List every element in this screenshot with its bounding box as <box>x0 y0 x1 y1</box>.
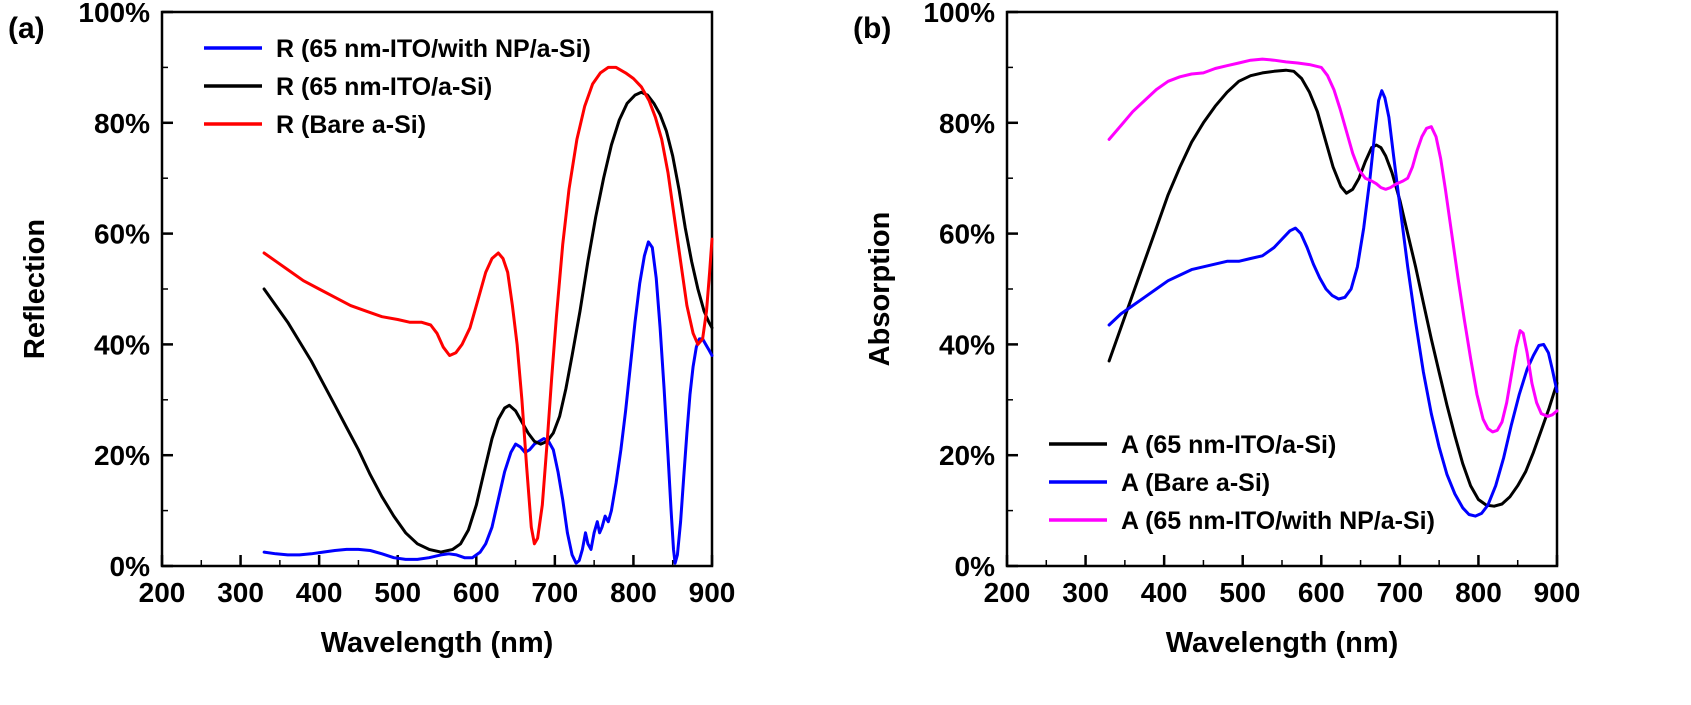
legend-label: A (65 nm-ITO/with NP/a-Si) <box>1121 507 1435 535</box>
legend-label: R (65 nm-ITO/with NP/a-Si) <box>276 35 591 63</box>
y-tick-label: 60% <box>939 219 995 250</box>
x-axis-label: Wavelength (nm) <box>321 627 554 659</box>
legend-label: R (65 nm-ITO/a-Si) <box>276 73 492 101</box>
x-tick-label: 800 <box>610 577 657 608</box>
panel-label: (b) <box>853 12 891 45</box>
y-tick-label: 20% <box>94 440 150 471</box>
x-tick-label: 700 <box>1376 577 1423 608</box>
x-tick-label: 300 <box>1062 577 1109 608</box>
x-tick-label: 900 <box>1534 577 1581 608</box>
series-line-2 <box>1107 57 1559 434</box>
x-tick-label: 700 <box>531 577 578 608</box>
x-tick-label: 400 <box>296 577 343 608</box>
panel-b: 200 300 400 500 600 700 800 900 0% 20% 40% 60% 80% 10… <box>845 0 1691 705</box>
x-tick-label: 200 <box>984 577 1031 608</box>
x-tick-label: 600 <box>453 577 500 608</box>
y-tick-label: 80% <box>94 108 150 139</box>
panel-label: (a) <box>8 12 45 45</box>
y-axis-label: Reflection <box>19 219 51 359</box>
y-tick-label: 40% <box>94 329 150 360</box>
y-axis-label: Absorption <box>864 212 896 367</box>
x-axis-label: Wavelength (nm) <box>1166 627 1399 659</box>
legend-label: R (Bare a-Si) <box>276 111 426 139</box>
y-tick-label: 0% <box>110 551 151 582</box>
x-tick-label: 600 <box>1298 577 1345 608</box>
reflection-chart: 200 300 400 500 600 700 800 900 0% 20% 40% 60% 80% 10… <box>8 0 736 659</box>
y-tick-label: 0% <box>955 551 996 582</box>
legend-label: A (65 nm-ITO/a-Si) <box>1121 431 1336 459</box>
series-line-0 <box>262 240 714 565</box>
x-tick-label: 400 <box>1141 577 1188 608</box>
y-tick-label: 100% <box>78 0 150 28</box>
y-tick-label: 80% <box>939 108 995 139</box>
x-tick-label: 500 <box>1219 577 1266 608</box>
x-tick-label: 900 <box>689 577 736 608</box>
x-tick-label: 200 <box>139 577 186 608</box>
legend-label: A (Bare a-Si) <box>1121 469 1270 497</box>
y-tick-label: 100% <box>923 0 995 28</box>
y-tick-label: 20% <box>939 440 995 471</box>
absorption-chart: 200 300 400 500 600 700 800 900 0% 20% 40% 60% 80% 10… <box>853 0 1581 659</box>
series-line-1 <box>262 90 714 554</box>
panel-a: 200 300 400 500 600 700 800 900 0% 20% 40% 60% 80% 10… <box>0 0 845 705</box>
series-line-1 <box>1107 89 1559 518</box>
x-tick-label: 800 <box>1455 577 1502 608</box>
x-tick-label: 300 <box>217 577 264 608</box>
series-line-2 <box>262 65 714 546</box>
x-tick-label: 500 <box>374 577 421 608</box>
y-tick-label: 40% <box>939 329 995 360</box>
y-tick-label: 60% <box>94 219 150 250</box>
